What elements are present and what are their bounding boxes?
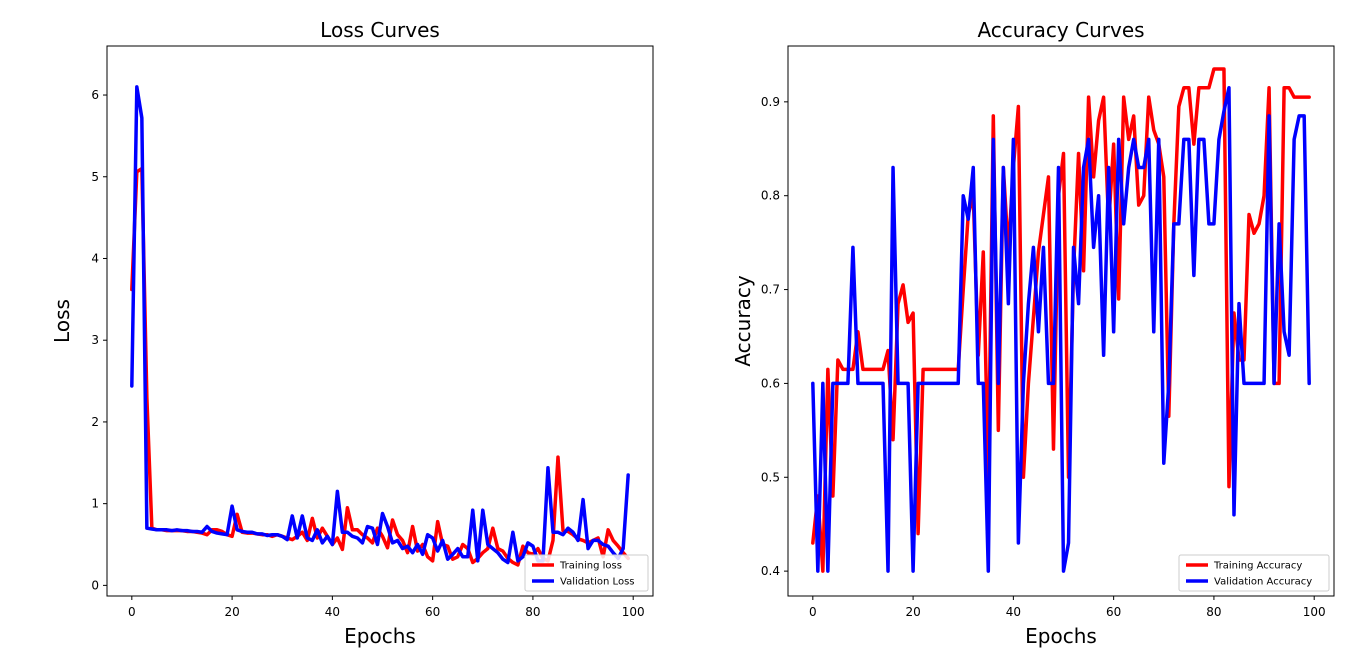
y-tick-label: 0.5 <box>761 470 780 484</box>
y-tick-label: 3 <box>91 333 99 347</box>
legend-label: Validation Loss <box>560 577 635 588</box>
chart-title: Accuracy Curves <box>977 18 1144 42</box>
chart-accuracy: Accuracy Curves 0 20 40 60 80 100 0.4 0.5 0.6 0.7 0… <box>731 18 1335 648</box>
y-tick-label: 4 <box>91 251 99 265</box>
x-axis-label: Epochs <box>1025 624 1097 648</box>
series-line-validation-loss <box>130 85 630 565</box>
x-tick-label: 20 <box>905 605 920 619</box>
legend: Training loss Validation Loss <box>524 554 649 592</box>
x-tick-label: 20 <box>224 605 239 619</box>
x-tick-label: 40 <box>325 605 340 619</box>
chart-title: Loss Curves <box>320 18 440 42</box>
legend-box <box>524 554 649 592</box>
x-tick-label: 60 <box>1106 605 1121 619</box>
series-line-training-accuracy <box>811 67 1311 573</box>
y-tick-label: 5 <box>91 170 99 184</box>
x-tick-label: 40 <box>1006 605 1021 619</box>
plot-frame <box>106 45 654 597</box>
chart-loss: Loss Curves 0 20 40 60 80 100 0 1 2 3 4 5 6 Epochs Loss… <box>50 18 654 648</box>
x-tick-label: 80 <box>1206 605 1221 619</box>
y-axis-label: Loss <box>50 299 74 343</box>
x-tick-label: 80 <box>525 605 540 619</box>
x-tick-label: 60 <box>425 605 440 619</box>
y-tick-label: 0.8 <box>761 189 780 203</box>
x-tick-label: 0 <box>128 605 136 619</box>
y-tick-label: 0.9 <box>761 95 780 109</box>
series-line-validation-accuracy <box>811 86 1311 573</box>
x-tick-label: 0 <box>809 605 817 619</box>
y-tick-label: 0 <box>91 578 99 592</box>
legend: Training Accuracy Validation Accuracy <box>1178 554 1330 592</box>
series-line-training-loss <box>130 166 630 567</box>
legend-label: Training loss <box>559 561 622 572</box>
y-tick-label: 2 <box>91 415 99 429</box>
y-tick-label: 0.6 <box>761 376 780 390</box>
plot-frame <box>787 45 1335 597</box>
y-tick-label: 6 <box>91 88 99 102</box>
y-axis-label: Accuracy <box>731 275 755 366</box>
x-axis-label: Epochs <box>344 624 416 648</box>
y-tick-label: 1 <box>91 497 99 511</box>
legend-box <box>1178 554 1330 592</box>
x-tick-label: 100 <box>1303 605 1326 619</box>
legend-label: Validation Accuracy <box>1214 577 1312 588</box>
series-group <box>130 85 630 567</box>
x-tick-label: 100 <box>622 605 645 619</box>
y-tick-label: 0.4 <box>761 564 780 578</box>
legend-label: Training Accuracy <box>1213 561 1302 572</box>
y-tick-label: 0.7 <box>761 283 780 297</box>
series-group <box>811 67 1311 573</box>
